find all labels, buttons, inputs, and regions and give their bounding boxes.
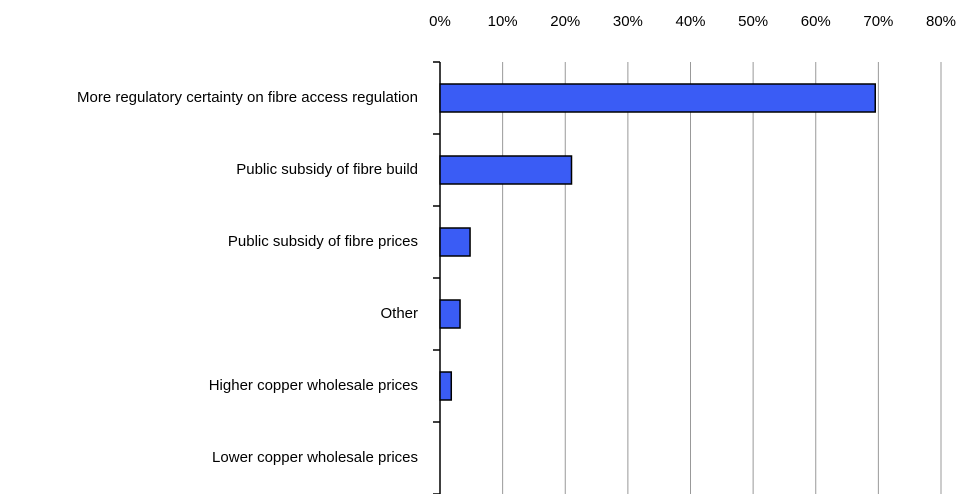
y-tick-label: Other [380,305,418,322]
bar [439,83,876,113]
x-tick-label: 60% [801,13,831,30]
bar [439,155,573,185]
y-tick-label: Lower copper wholesale prices [212,449,418,466]
x-tick-label: 10% [488,13,518,30]
x-tick-label: 50% [738,13,768,30]
y-tick-label: Public subsidy of fibre prices [228,233,418,250]
bar [439,299,461,329]
x-tick-label: 80% [926,13,956,30]
bar [439,371,453,401]
x-tick-label: 70% [863,13,893,30]
x-tick-label: 20% [550,13,580,30]
x-tick-label: 30% [613,13,643,30]
y-tick-label: More regulatory certainty on fibre acces… [77,89,418,106]
y-tick-label: Public subsidy of fibre build [236,161,418,178]
y-tick-label: Higher copper wholesale prices [209,377,418,394]
bar [439,227,471,257]
x-tick-label: 40% [675,13,705,30]
x-tick-label: 0% [429,13,451,30]
